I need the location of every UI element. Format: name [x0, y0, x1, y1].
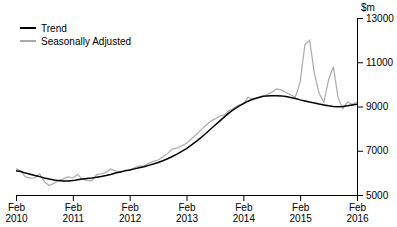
x-tick-label-line: 2015 — [290, 213, 313, 224]
x-tick-label-line: Feb — [178, 202, 196, 213]
x-tick-label-line: Feb — [8, 202, 26, 213]
x-tick-mark — [243, 195, 244, 201]
series-line — [16, 96, 357, 181]
x-tick: Feb2015 — [290, 195, 313, 224]
x-tick: Feb2012 — [119, 195, 142, 224]
y-tick-mark — [357, 151, 363, 152]
legend-item: Seasonally Adjusted — [20, 36, 131, 47]
y-axis-title: $m — [361, 2, 375, 13]
y-tick-label: 7000 — [366, 145, 389, 156]
x-tick-label: Feb2010 — [5, 202, 28, 224]
chart: Feb2010Feb2011Feb2012Feb2013Feb2014Feb20… — [0, 0, 397, 227]
y-tick: 7000 — [357, 145, 389, 156]
x-tick-mark — [73, 195, 74, 201]
plot: Feb2010Feb2011Feb2012Feb2013Feb2014Feb20… — [5, 2, 394, 224]
lines — [16, 40, 357, 185]
x-tick-label-line: 2010 — [5, 213, 28, 224]
x-tick-label-line: Feb — [65, 202, 83, 213]
x-tick: Feb2014 — [233, 195, 256, 224]
legend-item: Trend — [20, 23, 67, 34]
x-axis: Feb2010Feb2011Feb2012Feb2013Feb2014Feb20… — [5, 195, 369, 224]
y-tick-mark — [357, 18, 363, 19]
x-tick-label-line: Feb — [122, 202, 140, 213]
y-tick-label: 5000 — [366, 190, 389, 201]
x-tick: Feb2011 — [63, 195, 85, 224]
x-tick-label-line: Feb — [292, 202, 310, 213]
x-tick-label-line: 2011 — [63, 213, 85, 224]
y-tick-mark — [357, 107, 363, 108]
legend-label: Trend — [41, 23, 67, 34]
legend-swatch — [20, 40, 36, 42]
x-tick-label: Feb2014 — [233, 202, 256, 224]
y-tick-mark — [357, 195, 363, 196]
y-tick: 5000 — [357, 190, 389, 201]
legend-label: Seasonally Adjusted — [41, 36, 131, 47]
x-tick-label-line: 2013 — [176, 213, 199, 224]
x-tick-label: Feb2015 — [290, 202, 313, 224]
x-tick: Feb2013 — [176, 195, 199, 224]
series-line — [16, 40, 357, 185]
x-tick-mark — [16, 195, 17, 201]
x-tick-label-line: Feb — [235, 202, 253, 213]
x-tick-label: Feb2012 — [119, 202, 142, 224]
x-tick-label: Feb2016 — [346, 202, 369, 224]
y-tick-label: 9000 — [366, 101, 389, 112]
y-tick: 11000 — [357, 57, 394, 68]
x-tick-label-line: 2014 — [233, 213, 256, 224]
x-tick-mark — [300, 195, 301, 201]
y-tick-label: 13000 — [366, 13, 394, 24]
y-tick-label: 11000 — [366, 57, 394, 68]
y-tick: 9000 — [357, 101, 389, 112]
x-tick-label: Feb2011 — [63, 202, 85, 224]
x-tick-label: Feb2013 — [176, 202, 199, 224]
x-tick-label-line: 2016 — [346, 213, 369, 224]
y-axis: 5000 7000 9000 11000 13000 — [357, 13, 394, 201]
legend-swatch — [20, 27, 36, 29]
x-tick: Feb2010 — [5, 195, 28, 224]
x-tick-mark — [187, 195, 188, 201]
x-tick-label-line: Feb — [349, 202, 367, 213]
y-tick-mark — [357, 62, 363, 63]
legend: Trend Seasonally Adjusted — [20, 23, 131, 47]
x-tick-mark — [130, 195, 131, 201]
y-tick: 13000 — [357, 13, 394, 24]
x-tick-label-line: 2012 — [119, 213, 142, 224]
